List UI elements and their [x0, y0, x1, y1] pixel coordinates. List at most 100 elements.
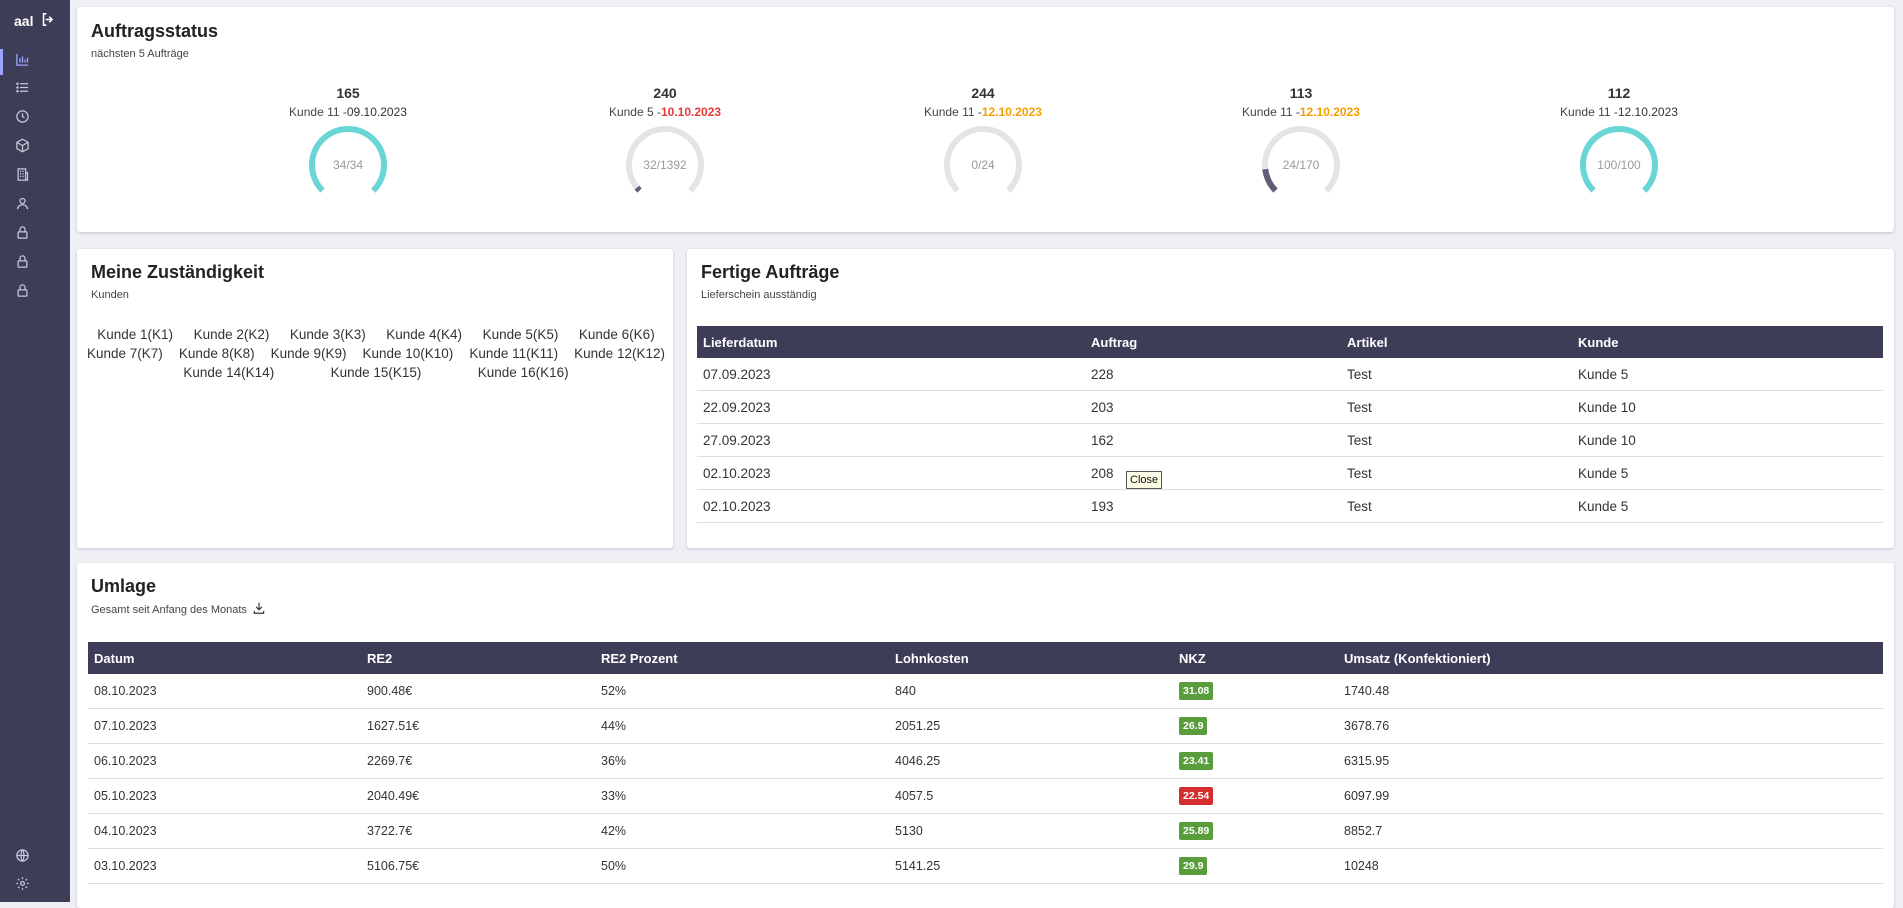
umlage-subtitle-row: Gesamt seit Anfang des Monats: [91, 601, 266, 618]
customer-item[interactable]: Kunde 16(K16): [477, 365, 569, 380]
order-customer: Kunde 11 -: [289, 105, 347, 119]
table-cell: 10248: [1338, 848, 1883, 884]
table-cell: 02.10.2023: [697, 489, 1085, 523]
box-icon: [15, 138, 30, 158]
column-header[interactable]: Datum: [88, 642, 361, 674]
order-status-card: Auftragsstatus nächsten 5 Aufträge 165 Ku…: [77, 7, 1894, 232]
table-row[interactable]: 22.09.2023 203 Test Kunde 10: [697, 390, 1883, 424]
progress-arc: 100/100: [1580, 126, 1658, 204]
customer-item[interactable]: Kunde 2(K2): [193, 327, 270, 342]
customer-item[interactable]: Kunde 6(K6): [578, 327, 655, 342]
customer-item[interactable]: Kunde 4(K4): [386, 327, 463, 342]
table-row[interactable]: 07.10.2023 1627.51€ 44% 2051.25 26.9 3678.76: [88, 708, 1883, 744]
nav-item-language[interactable]: [0, 845, 70, 871]
table-cell: 31.08: [1173, 674, 1338, 709]
nav-item-lock-3[interactable]: [0, 280, 70, 306]
logout-icon[interactable]: [40, 11, 57, 31]
responsibility-title: Meine Zuständigkeit: [91, 262, 265, 282]
column-header[interactable]: Umsatz (Konfektioniert): [1338, 642, 1883, 674]
table-cell: 52%: [595, 674, 889, 709]
gauge-label: 100/100: [1597, 158, 1641, 172]
table-row[interactable]: 02.10.2023 208 Test Kunde 5: [697, 456, 1883, 490]
customer-item[interactable]: Kunde 12(K12): [574, 346, 665, 361]
nkz-badge: 23.41: [1179, 752, 1214, 770]
customer-item[interactable]: Kunde 3(K3): [289, 327, 366, 342]
customer-row: Kunde 1(K1) Kunde 2(K2) Kunde 3(K3) Kunde 4…: [87, 327, 665, 342]
table-row[interactable]: 02.10.2023 193 Test Kunde 5: [697, 489, 1883, 523]
table-cell: 2040.49€: [361, 778, 595, 814]
customer-item[interactable]: Kunde 11(K11): [469, 346, 559, 361]
table-row[interactable]: 06.10.2023 2269.7€ 36% 4046.25 23.41 6315.95: [88, 743, 1883, 779]
download-icon[interactable]: [252, 601, 266, 618]
order-gauge[interactable]: 240 Kunde 5 -10.10.2023 32/1392: [585, 85, 745, 207]
column-header[interactable]: Auftrag: [1085, 326, 1341, 358]
table-row[interactable]: 05.10.2023 2040.49€ 33% 4057.5 22.54 6097.99: [88, 778, 1883, 814]
table-cell: Test: [1341, 358, 1572, 391]
customer-item[interactable]: Kunde 14(K14): [183, 365, 275, 380]
order-gauge[interactable]: 244 Kunde 11 -12.10.2023 0/24: [903, 85, 1063, 207]
list-icon: [15, 80, 30, 100]
gauge-label: 24/170: [1283, 158, 1320, 172]
gauge-track: [944, 126, 1022, 204]
nav-item-settings[interactable]: [0, 873, 70, 899]
nav-item-lock-1[interactable]: [0, 222, 70, 248]
finished-orders-card: Fertige Aufträge Lieferschein ausständig…: [687, 249, 1894, 548]
table-cell: 3722.7€: [361, 813, 595, 849]
order-customer-line: Kunde 11 -12.10.2023: [1539, 105, 1699, 119]
customer-item[interactable]: Kunde 5(K5): [482, 327, 559, 342]
customer-item[interactable]: Kunde 10(K10): [362, 346, 454, 361]
customer-item[interactable]: Kunde 7(K7): [87, 346, 163, 361]
table-cell: 8852.7: [1338, 813, 1883, 849]
customer-item[interactable]: Kunde 1(K1): [97, 327, 174, 342]
lock-icon: [15, 283, 30, 303]
gauge-progress: [309, 126, 387, 204]
column-header[interactable]: Artikel: [1341, 326, 1572, 358]
table-cell: 22.54: [1173, 778, 1338, 814]
column-header[interactable]: Lohnkosten: [889, 642, 1173, 674]
column-header[interactable]: Kunde: [1572, 326, 1883, 358]
nav-item-users[interactable]: [0, 193, 70, 219]
gauge-label: 32/1392: [643, 158, 687, 172]
lock-icon: [15, 225, 30, 245]
table-row[interactable]: 04.10.2023 3722.7€ 42% 5130 25.89 8852.7: [88, 813, 1883, 849]
table-cell: 22.09.2023: [697, 390, 1085, 424]
table-cell: 6097.99: [1338, 778, 1883, 814]
table-row[interactable]: 03.10.2023 5106.75€ 50% 5141.25 29.9 10248: [88, 848, 1883, 884]
nav-item-lock-2[interactable]: [0, 251, 70, 277]
customer-item[interactable]: Kunde 8(K8): [178, 346, 255, 361]
table-row[interactable]: 07.09.2023 228 Test Kunde 5: [697, 358, 1883, 391]
table-cell: 33%: [595, 778, 889, 814]
table-cell: Test: [1341, 456, 1572, 490]
customer-item[interactable]: Kunde 9(K9): [270, 346, 347, 361]
nav-item-building[interactable]: [0, 164, 70, 190]
bar-chart-icon: [15, 52, 30, 72]
brand[interactable]: aal: [14, 10, 57, 32]
table-cell: 1740.48: [1338, 674, 1883, 709]
nav-item-articles[interactable]: [0, 135, 70, 161]
column-header[interactable]: RE2 Prozent: [595, 642, 889, 674]
table-cell: 3678.76: [1338, 708, 1883, 744]
nav-item-list[interactable]: [0, 77, 70, 103]
column-header[interactable]: NKZ: [1173, 642, 1338, 674]
customer-row: Kunde 14(K14) Kunde 15(K15) Kunde 16(K16): [87, 365, 665, 380]
order-gauge[interactable]: 112 Kunde 11 -12.10.2023 100/100: [1539, 85, 1699, 207]
order-customer-line: Kunde 11 -12.10.2023: [1221, 105, 1381, 119]
umlage-card: Umlage Gesamt seit Anfang des Monats Dat…: [77, 563, 1894, 908]
order-gauge[interactable]: 113 Kunde 11 -12.10.2023 24/170: [1221, 85, 1381, 207]
nav-item-dashboard[interactable]: [0, 49, 70, 75]
table-cell: 08.10.2023: [88, 674, 361, 709]
table-cell: 05.10.2023: [88, 778, 361, 814]
table-row[interactable]: 27.09.2023 162 Test Kunde 10: [697, 423, 1883, 457]
umlage-title: Umlage: [91, 576, 157, 596]
sidebar: aal: [0, 0, 70, 902]
order-number: 112: [1607, 85, 1631, 101]
column-header[interactable]: Lieferdatum: [697, 326, 1085, 358]
order-gauge[interactable]: 165 Kunde 11 -09.10.2023 34/34: [268, 85, 428, 207]
column-header[interactable]: RE2: [361, 642, 595, 674]
progress-arc: 0/24: [944, 126, 1022, 204]
table-row[interactable]: 08.10.2023 900.48€ 52% 840 31.08 1740.48: [88, 674, 1883, 709]
nav-item-history[interactable]: [0, 106, 70, 132]
customer-item[interactable]: Kunde 15(K15): [330, 365, 422, 380]
table-cell: 02.10.2023: [697, 456, 1085, 490]
table-cell: 162: [1085, 423, 1341, 457]
